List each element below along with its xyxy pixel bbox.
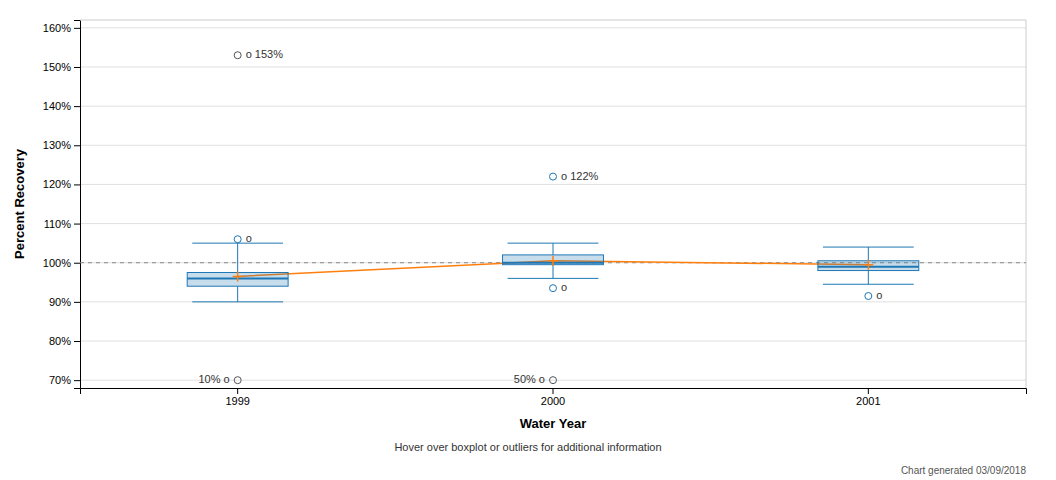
y-tick-mark [74,67,80,68]
y-tick: 150% [43,61,80,73]
y-tick-mark [74,341,80,342]
x-tick-label: 1999 [225,395,249,407]
mean-marker [548,256,558,266]
annotation: o 153% [246,48,284,60]
y-tick: 130% [43,139,80,151]
x-tick-label: 2001 [856,395,880,407]
y-tick-mark [74,184,80,185]
grid-line [80,223,1026,224]
y-tick: 90% [49,296,80,308]
y-tick-label: 120% [43,178,71,190]
outlier [234,377,241,384]
whisker [237,243,238,272]
grid-line [80,184,1026,185]
whisker-cap [823,284,914,285]
grid-line [80,301,1026,302]
y-tick-label: 130% [43,139,71,151]
y-tick-mark [74,224,80,225]
plot-frame [80,20,1026,21]
x-axis-title: Water Year [520,416,587,431]
grid [80,28,1026,380]
whisker-cap [823,247,914,248]
y-tick: 80% [49,335,80,347]
whisker-cap [508,243,599,244]
y-tick: 100% [43,257,80,269]
footnote: Chart generated 03/09/2018 [901,465,1027,476]
outlier [234,236,241,243]
y-tick-label: 70% [49,374,71,386]
subtitle: Hover over boxplot or outliers for addit… [394,441,661,453]
outlier [550,285,557,292]
outlier [550,377,557,384]
grid-line [80,145,1026,146]
annotation: o [246,232,252,244]
annotation: o [876,289,882,301]
whisker [237,286,238,302]
y-tick-label: 110% [44,218,72,230]
grid-line [80,341,1026,342]
y-tick: 120% [43,178,80,190]
x-tick: 1999 [225,388,249,407]
outlier [234,52,241,59]
outlier [865,293,872,300]
grid-line [80,66,1026,67]
box [503,173,604,384]
y-tick-mark [74,145,80,146]
y-tick-label: 160% [43,22,71,34]
y-tick-mark [74,106,80,107]
box [187,52,288,384]
y-tick-mark [74,263,80,264]
x-tick: 2000 [541,388,565,407]
x-tick-mark [868,388,869,394]
mean-marker [863,260,873,270]
annotation: o [561,281,567,293]
x-tick-label: 2000 [541,395,565,407]
y-axis-title: Percent Recovery [12,148,27,259]
y-tick-label: 100% [43,257,71,269]
mean-marker [233,271,243,281]
y-tick-mark [74,28,80,29]
annotation: 50% o [514,373,545,385]
outlier [550,173,557,180]
x-tick-mark [237,388,238,394]
marks [80,52,1026,384]
y-tick: 140% [43,100,80,112]
box [818,247,919,299]
x-tick: 2001 [856,388,880,407]
annotations: o 153% o o 122% o 10% o 50% o o [198,48,882,385]
y-tick: 160% [43,22,80,34]
x-tick-mark [553,388,554,394]
y-tick-label: 80% [49,335,71,347]
x-axis: 1999 2000 2001 [81,388,1027,407]
whisker-cap [192,301,283,302]
y-tick-mark [74,380,80,381]
annotation: 10% o [198,373,229,385]
x-axis-line [81,389,1027,395]
y-tick-label: 150% [43,61,71,73]
annotation: o 122% [561,170,599,182]
chart: 70% 80% 90% 100% 110% 120% 130% 140% 150% 160% 199… [0,0,1056,480]
whisker [868,247,869,261]
whisker-cap [508,278,599,279]
whisker [553,243,554,255]
y-axis: 70% 80% 90% 100% 110% 120% 130% 140% 150% 160% [43,21,81,389]
grid-line [80,27,1026,28]
y-axis-line [74,21,81,389]
y-tick-mark [74,302,80,303]
plot-frame [1026,20,1027,388]
y-tick-label: 140% [43,100,71,112]
y-tick: 110% [44,218,80,230]
y-tick-label: 90% [49,296,71,308]
grid-line [80,106,1026,107]
y-tick: 70% [49,374,80,386]
whisker [868,271,869,285]
whisker [553,265,554,279]
